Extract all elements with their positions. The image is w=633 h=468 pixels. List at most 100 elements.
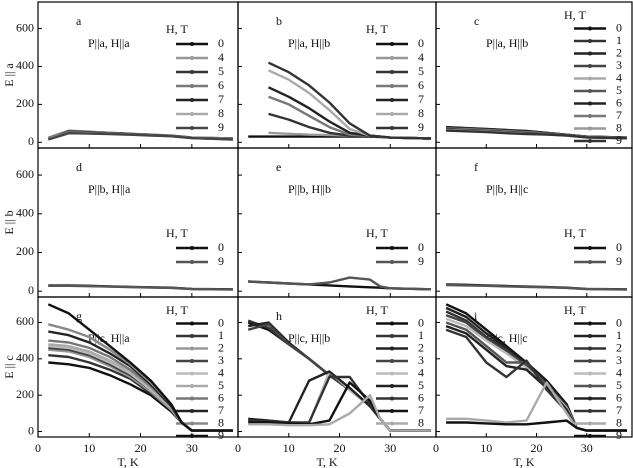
series-line [446,129,628,140]
legend-marker [390,346,394,351]
legend-marker [390,70,394,74]
legend-marker [588,359,592,363]
legend-marker [588,421,592,426]
legend-marker [588,246,592,250]
legend-label: 4 [418,365,424,379]
panel-label: c [474,14,479,28]
legend-label: 0 [616,20,622,34]
series-line [47,303,233,432]
legend-label: 1 [218,328,224,342]
y-tick-label: 200 [16,244,34,258]
legend-label: 8 [218,415,224,429]
legend-label: 0 [418,315,424,329]
legend-label: 8 [418,106,424,120]
x-tick-label: 0 [35,441,41,455]
legend-marker [190,56,194,60]
y-axis-label: E || b [2,210,16,234]
y-tick-label: 600 [16,20,34,34]
legend-marker [390,409,394,413]
legend-label: 9 [418,120,424,134]
legend-marker [190,421,194,426]
legend-marker [390,260,394,264]
legend-label: 8 [616,120,622,134]
legend-label: 0 [616,240,622,254]
x-tick-label: 30 [384,441,396,455]
legend-marker [588,396,592,401]
legend-label: 5 [218,64,224,78]
panel-label: e [276,160,281,174]
legend-label: 5 [418,64,424,78]
legend-marker [390,126,394,130]
legend-marker [390,321,394,326]
panel-title: P||a, H||a [88,36,130,50]
legend-label: 8 [616,415,622,429]
x-tick-label: 30 [186,441,198,455]
legend-marker [588,39,592,43]
legend-label: 4 [616,70,622,84]
legend-marker [390,246,394,250]
legend-marker [588,51,592,56]
panel-label: h [276,309,282,323]
panel-frame [435,296,633,438]
legend-label: 9 [218,254,224,268]
legend-label: 3 [616,353,622,367]
legend-marker [190,359,194,363]
legend-label: 7 [616,108,622,122]
legend-label: 4 [616,365,622,379]
x-tick-label: 0 [433,441,439,455]
series-line [445,324,627,432]
legend-marker [190,70,194,74]
legend-title: H, T [366,303,388,317]
legend-marker [390,359,394,363]
x-tick-label: 0 [235,441,241,455]
y-tick-label: 200 [16,96,34,110]
y-tick-label: 0 [28,283,34,297]
legend-marker [190,384,194,388]
x-axis-label: T, K [513,455,534,468]
legend-label: 3 [218,353,224,367]
legend-marker [588,126,592,131]
legend-title: H, T [166,22,188,36]
legend-marker [190,321,194,326]
legend-marker [390,42,394,46]
legend-label: 4 [218,365,224,379]
legend-label: 9 [218,428,224,442]
legend-marker [588,64,592,68]
panel-frame [37,296,239,438]
legend-marker [588,260,592,264]
y-axis-label: E || c [2,355,16,378]
panel-label: a [76,14,82,28]
legend-label: 9 [616,254,622,268]
legend-label: 0 [218,240,224,254]
legend-marker [390,84,394,88]
panel-label: i [474,309,478,323]
legend-marker [588,89,592,93]
legend-marker [588,101,592,106]
legend-marker [588,139,592,143]
panel-frame [237,296,437,438]
y-axis-label: E || a [2,63,16,87]
y-tick-label: 400 [16,206,34,220]
panel-frame [37,1,239,149]
legend-marker [190,409,194,413]
panel-frame [435,147,633,298]
y-tick-label: 600 [16,314,34,328]
panel-label: d [76,160,82,174]
x-tick-label: 10 [283,441,295,455]
legend-label: 5 [218,378,224,392]
panel-frame [37,147,239,298]
legend-label: 1 [616,33,622,47]
panel-label: b [276,14,282,28]
legend-marker [190,126,194,130]
x-axis-label: T, K [117,455,138,468]
legend-label: 7 [616,403,622,417]
legend-label: 3 [616,58,622,72]
legend-title: H, T [564,8,586,22]
y-tick-label: 600 [16,167,34,181]
legend-marker [190,112,194,116]
legend-marker [190,434,194,438]
legend-marker [390,396,394,401]
legend-label: 5 [616,83,622,97]
x-tick-label: 10 [480,441,492,455]
x-tick-label: 30 [581,441,593,455]
